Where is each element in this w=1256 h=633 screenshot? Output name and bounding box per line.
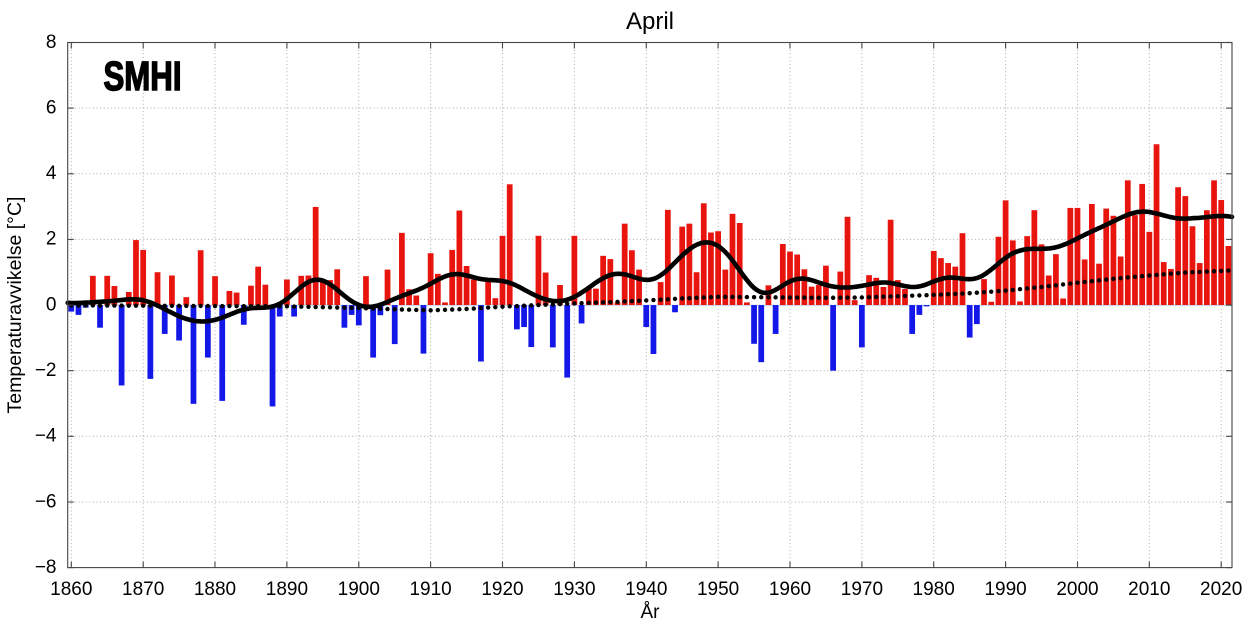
svg-text:−8: −8 bbox=[35, 557, 57, 578]
svg-text:1990: 1990 bbox=[984, 579, 1026, 600]
svg-text:1940: 1940 bbox=[625, 579, 667, 600]
svg-text:8: 8 bbox=[46, 32, 57, 53]
svg-text:1970: 1970 bbox=[841, 579, 883, 600]
svg-text:April: April bbox=[626, 8, 674, 35]
svg-text:1980: 1980 bbox=[913, 579, 955, 600]
svg-text:1880: 1880 bbox=[194, 579, 236, 600]
svg-text:2010: 2010 bbox=[1128, 579, 1170, 600]
svg-text:1930: 1930 bbox=[553, 579, 595, 600]
svg-text:−4: −4 bbox=[35, 426, 57, 447]
svg-text:2020: 2020 bbox=[1200, 579, 1242, 600]
svg-text:0: 0 bbox=[46, 294, 57, 315]
svg-text:1960: 1960 bbox=[769, 579, 811, 600]
svg-text:SMHI: SMHI bbox=[104, 53, 182, 99]
svg-text:1860: 1860 bbox=[50, 579, 92, 600]
svg-text:4: 4 bbox=[46, 163, 57, 184]
svg-text:1890: 1890 bbox=[266, 579, 308, 600]
svg-text:Temperaturavvikelse [°C]: Temperaturavvikelse [°C] bbox=[4, 197, 26, 414]
svg-text:2: 2 bbox=[46, 229, 57, 250]
svg-text:1900: 1900 bbox=[338, 579, 380, 600]
svg-text:1950: 1950 bbox=[697, 579, 739, 600]
svg-text:1920: 1920 bbox=[481, 579, 523, 600]
svg-text:−2: −2 bbox=[35, 360, 57, 381]
svg-text:1870: 1870 bbox=[122, 579, 164, 600]
svg-text:6: 6 bbox=[46, 97, 57, 118]
svg-text:−6: −6 bbox=[35, 491, 57, 512]
svg-text:2000: 2000 bbox=[1056, 579, 1098, 600]
svg-text:År: År bbox=[641, 602, 661, 623]
svg-text:1910: 1910 bbox=[409, 579, 451, 600]
